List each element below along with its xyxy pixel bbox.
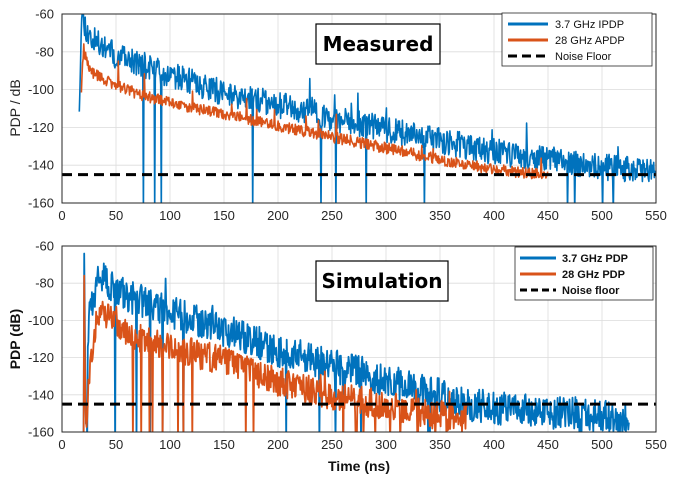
legend-label-noise-floor: Noise floor	[562, 285, 620, 297]
annotation-text: Measured	[323, 32, 434, 56]
x-tick-label: 550	[645, 437, 667, 452]
series-group	[62, 252, 656, 432]
x-tick-label: 450	[537, 437, 559, 452]
x-tick-label: 500	[591, 208, 613, 223]
x-axis-label: Time (ns)	[328, 458, 390, 474]
tick-labels: 0 50 100 150 200 250 300 350 400 450 500 550 -60 -80 -…	[28, 239, 667, 453]
legend-label-3-7ghz-pdp: 3.7 GHz PDP	[562, 253, 628, 265]
annotation-frame	[315, 23, 441, 65]
x-tick-label: 150	[213, 208, 235, 223]
x-tick-label: 200	[267, 208, 289, 223]
y-tick-label: -140	[28, 158, 54, 173]
x-tick-label: 100	[159, 208, 181, 223]
x-tick-label: 550	[645, 208, 667, 223]
x-tick-label: 400	[483, 437, 505, 452]
annotation-box: Simulation	[315, 260, 449, 302]
x-tick-label: 450	[537, 208, 559, 223]
y-tick-label: -100	[28, 82, 54, 97]
simulation-chart: 0 50 100 150 200 250 300 350 400 450 500 550 -60 -80 -…	[7, 239, 667, 475]
annotation-frame	[315, 260, 449, 302]
legend: 3.7 GHz IPDP 28 GHz APDP Noise Floor	[501, 12, 653, 67]
x-tick-label: 300	[375, 208, 397, 223]
series-line-28-ghz-apdp	[80, 43, 549, 180]
x-tick-label: 0	[58, 208, 65, 223]
series-line-28-ghz-pdp	[82, 274, 468, 432]
y-tick-label: -60	[35, 7, 54, 22]
y-tick-label: -160	[28, 425, 54, 440]
y-tick-label: -80	[35, 44, 54, 59]
y-tick-label: -160	[28, 196, 54, 211]
annotation-text: Simulation	[321, 269, 442, 293]
legend-label-3-7ghz-ipdp: 3.7 GHz IPDP	[555, 19, 624, 31]
x-tick-label: 400	[483, 208, 505, 223]
y-tick-label: -140	[28, 387, 54, 402]
y-tick-label: -120	[28, 350, 54, 365]
y-axis-label: PDP (dB)	[7, 309, 23, 369]
x-tick-label: 250	[321, 208, 343, 223]
y-tick-label: -100	[28, 313, 54, 328]
y-tick-label: -80	[35, 276, 54, 291]
x-tick-label: 150	[213, 437, 235, 452]
x-tick-label: 50	[109, 437, 123, 452]
legend-label-28ghz-pdp: 28 GHz PDP	[562, 269, 625, 281]
x-tick-label: 500	[591, 437, 613, 452]
x-tick-label: 50	[109, 208, 123, 223]
y-tick-label: -120	[28, 120, 54, 135]
x-tick-label: 250	[321, 437, 343, 452]
x-tick-label: 100	[159, 437, 181, 452]
legend-label-noise-floor: Noise Floor	[555, 51, 612, 63]
x-tick-label: 350	[429, 437, 451, 452]
x-tick-label: 200	[267, 437, 289, 452]
x-tick-label: 300	[375, 437, 397, 452]
series-group	[62, 14, 656, 203]
plot-frame	[61, 245, 657, 433]
series-line-3-7-ghz-ipdp	[78, 14, 656, 203]
x-tick-label: 350	[429, 208, 451, 223]
tick-labels: 0 50 100 150 200 250 300 350 400 450 500 550 -60 -80 -…	[28, 7, 667, 224]
y-tick-label: -60	[35, 239, 54, 254]
x-tick-label: 0	[58, 437, 65, 452]
measured-chart: 0 50 100 150 200 250 300 350 400 450 500 550 -60 -80 -…	[7, 7, 667, 224]
legend-label-28ghz-apdp: 28 GHz APDP	[555, 35, 625, 47]
annotation-box: Measured	[315, 23, 441, 65]
legend: 3.7 GHz PDP 28 GHz PDP Noise floor	[514, 246, 654, 301]
y-axis-label: PDP / dB	[7, 79, 23, 136]
plot-frame	[61, 13, 657, 204]
series-line-3-7-ghz-pdp	[82, 252, 630, 432]
